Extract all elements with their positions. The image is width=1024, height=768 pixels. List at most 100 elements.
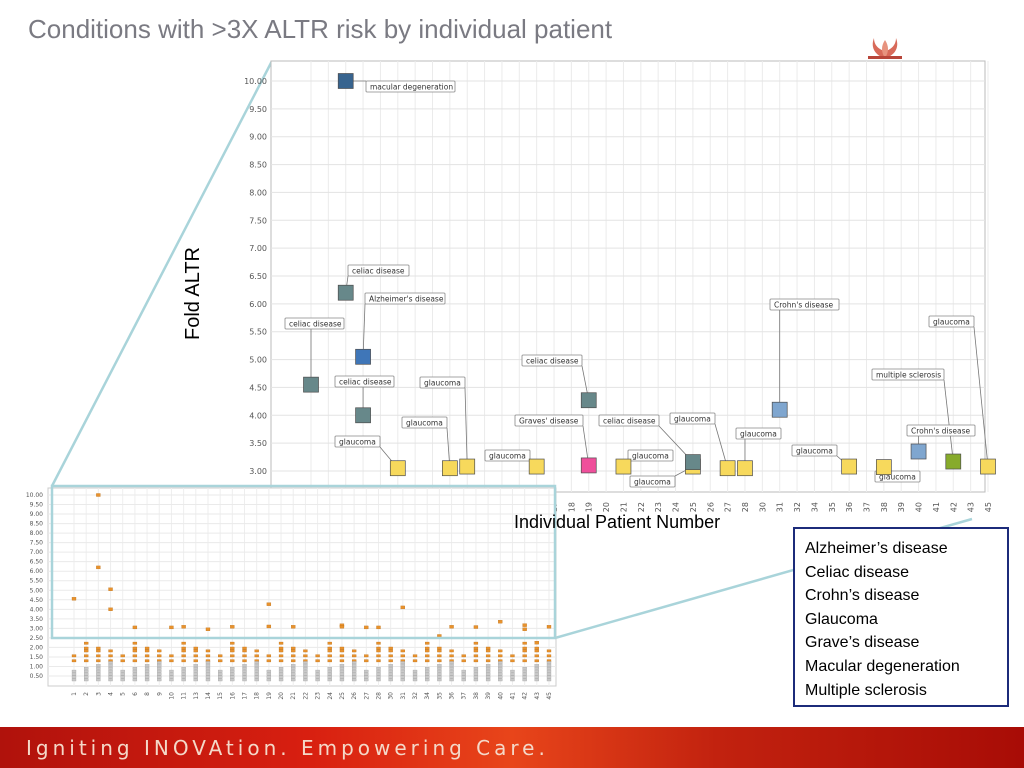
- overview-point: [96, 659, 101, 663]
- overview-point: [425, 659, 430, 663]
- overview-point: [437, 664, 442, 667]
- overview-point: [181, 641, 186, 645]
- annotation-label: celiac disease: [289, 320, 342, 329]
- overview-point: [157, 669, 162, 673]
- overview-point: [205, 654, 211, 658]
- overview-point: [303, 661, 308, 665]
- overview-point: [315, 659, 320, 663]
- overview-x-tick-label: 5: [120, 692, 127, 696]
- zoom-line-top-left: [50, 60, 274, 487]
- overview-point: [351, 667, 357, 670]
- overview-point: [498, 664, 503, 667]
- x-tick-label: 30: [758, 502, 767, 512]
- y-tick-label: 6.50: [249, 272, 267, 281]
- annotation-box: [791, 444, 838, 457]
- overview-point: [473, 659, 479, 663]
- overview-x-tick-label: 25: [339, 692, 346, 700]
- overview-point: [376, 669, 381, 673]
- overview-point: [242, 664, 247, 667]
- overview-x-tick-label: 8: [144, 692, 151, 696]
- overview-point: [254, 678, 259, 682]
- overview-x-tick-label: 34: [424, 692, 431, 700]
- overview-point: [120, 678, 125, 682]
- overview-point: [254, 654, 259, 658]
- annotation-box: [284, 317, 345, 330]
- y-tick-label: 5.00: [249, 356, 267, 365]
- overview-point: [120, 675, 125, 679]
- overview-point: [254, 664, 259, 667]
- y-axis-label: Fold ALTR: [182, 247, 204, 340]
- annotation-label: Crohn's disease: [911, 427, 970, 436]
- overview-point: [522, 659, 527, 663]
- overview-point: [546, 664, 552, 667]
- overview-point: [205, 627, 211, 631]
- overview-point: [534, 678, 539, 682]
- overview-point: [412, 659, 418, 663]
- overview-point: [242, 678, 247, 682]
- overview-x-tick-label: 20: [278, 692, 285, 700]
- overview-point: [230, 669, 235, 673]
- overview-point: [96, 672, 101, 676]
- overview-point: [193, 675, 198, 679]
- overview-point: [400, 667, 405, 670]
- overview-point: [522, 646, 527, 650]
- overview-point: [388, 654, 393, 658]
- overview-point: [388, 675, 393, 679]
- overview-x-tick-label: 35: [436, 692, 443, 700]
- annotation-box: [735, 427, 782, 440]
- overview-point: [242, 654, 247, 658]
- flame-logo-icon: [868, 38, 902, 59]
- annotation-box: [906, 424, 976, 437]
- x-tick-label: 22: [637, 502, 646, 512]
- overview-point: [461, 675, 466, 679]
- overview-point: [266, 654, 272, 658]
- overview-point: [498, 669, 503, 673]
- footer-tagline: Igniting INOVAtion. Empowering Care.: [26, 736, 549, 760]
- overview-point: [193, 646, 198, 650]
- overview-point: [364, 678, 369, 682]
- x-tick-label: 20: [602, 502, 611, 512]
- overview-point: [400, 654, 405, 658]
- overview-point: [303, 669, 308, 673]
- overview-point: [327, 678, 332, 682]
- legend-item: Glaucoma: [805, 610, 878, 628]
- overview-y-tick-label: 7.00: [30, 549, 44, 556]
- zoom-selection-box: [50, 484, 557, 640]
- overview-point: [339, 646, 345, 650]
- overview-point: [193, 649, 198, 653]
- overview-point: [473, 675, 479, 679]
- main-chart: 10.00 9.50 9.00 8.50 8.00 7.50 7.00 6.50 6.00 5.5…: [244, 60, 996, 512]
- annotation-box: [627, 449, 674, 462]
- overview-point: [498, 649, 503, 653]
- overview-point: [181, 654, 186, 658]
- annotation-label: celiac disease: [339, 378, 392, 387]
- overview-point: [351, 678, 357, 682]
- overview-point: [339, 675, 345, 679]
- overview-point: [388, 678, 393, 682]
- overview-point: [84, 669, 89, 673]
- overview-x-tick-label: 41: [509, 692, 516, 700]
- y-tick-label: 4.00: [249, 411, 267, 420]
- overview-point: [327, 667, 332, 670]
- overview-point: [449, 669, 454, 673]
- overview-point: [437, 675, 442, 679]
- annotation-label: glaucoma: [339, 438, 376, 447]
- data-point: [980, 458, 996, 475]
- annotation-box: [514, 414, 584, 427]
- y-tick-label: 8.00: [249, 188, 267, 197]
- overview-point: [120, 659, 125, 663]
- overview-point: [388, 649, 393, 653]
- annotation-label: Crohn's disease: [774, 301, 833, 310]
- overview-point: [169, 678, 174, 682]
- overview-x-tick-label: 22: [302, 692, 309, 700]
- y-tick-label: 10.00: [244, 77, 267, 86]
- overview-point: [132, 625, 138, 630]
- overview-point: [230, 667, 235, 670]
- overview-point: [218, 654, 223, 658]
- overview-point: [169, 625, 174, 630]
- overview-point: [205, 675, 211, 679]
- annotation-leader: [943, 379, 954, 462]
- overview-point: [339, 667, 345, 670]
- overview-point: [522, 641, 527, 645]
- overview-point: [449, 664, 454, 667]
